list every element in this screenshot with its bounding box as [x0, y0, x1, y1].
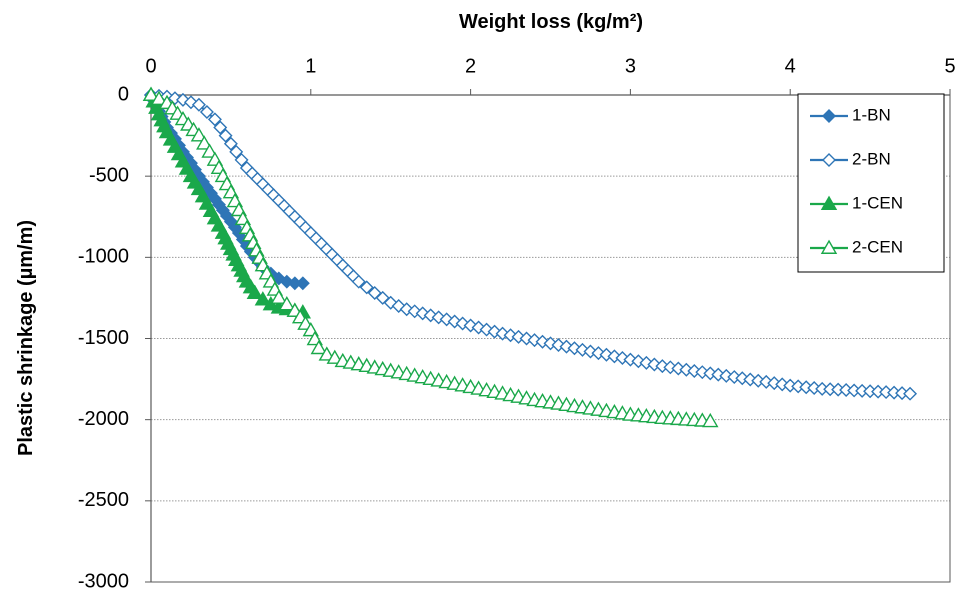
point-2-BN-10 — [218, 128, 233, 143]
legend-label-2-CEN: 2-CEN — [852, 237, 903, 256]
y-tick-label-2: -1000 — [78, 246, 129, 268]
point-2-BN-104 — [903, 386, 918, 401]
x-tick-label-4: 4 — [785, 55, 796, 77]
series-2-BN — [144, 88, 918, 401]
point-2-BN-11 — [223, 136, 238, 151]
legend-marker-1-CEN — [820, 195, 838, 210]
y-tick-label-0: 0 — [118, 83, 129, 105]
point-2-BN-13 — [234, 152, 249, 167]
point-2-BN-36 — [359, 280, 374, 295]
point-1-CEN-31 — [246, 284, 264, 299]
legend: 1-BN 2-BN 1-CEN 2-CEN — [797, 93, 945, 273]
x-axis-title: Weight loss (kg/m²) — [459, 11, 643, 33]
series-2-CEN — [142, 86, 719, 428]
legend-marker-2-CEN — [820, 239, 838, 254]
x-tick-label-1: 1 — [305, 55, 316, 77]
point-1-BN-35 — [295, 276, 310, 291]
point-2-BN-35 — [351, 274, 366, 289]
point-2-CEN-0 — [142, 86, 160, 101]
legend-label-2-BN: 2-BN — [852, 149, 891, 168]
y-tick-label-5: -2500 — [78, 489, 129, 511]
point-2-BN-7 — [199, 105, 214, 120]
x-tick-label-2: 2 — [465, 55, 476, 77]
x-tick-label-3: 3 — [625, 55, 636, 77]
point-2-BN-9 — [213, 120, 228, 135]
point-2-BN-8 — [207, 112, 222, 127]
point-2-CEN-1 — [150, 90, 168, 106]
legend-label-1-CEN: 1-CEN — [852, 193, 903, 212]
x-tick-label-0: 0 — [145, 55, 156, 77]
legend-marker-2-BN — [822, 153, 836, 167]
point-2-CEN-37 — [326, 349, 343, 364]
point-2-CEN-29 — [278, 295, 296, 311]
point-2-CEN-35 — [310, 339, 327, 355]
series-line-2-BN — [150, 93, 911, 395]
y-tick-label-6: -3000 — [78, 570, 129, 592]
y-tick-label-4: -2000 — [78, 408, 129, 430]
series-layer — [142, 86, 918, 428]
point-2-CEN-84 — [702, 412, 719, 428]
point-2-CEN-9 — [196, 135, 213, 150]
legend-label-1-BN: 1-BN — [852, 105, 891, 124]
point-2-CEN-8 — [190, 127, 208, 142]
x-tick-label-5: 5 — [944, 55, 955, 77]
point-2-CEN-10 — [201, 143, 218, 158]
legend-box — [797, 93, 945, 273]
point-1-CEN-32 — [254, 291, 272, 306]
y-tick-label-1: -500 — [89, 164, 129, 186]
point-2-CEN-28 — [270, 289, 288, 304]
legend-marker-1-BN — [822, 109, 836, 123]
point-2-BN-6 — [191, 97, 206, 112]
y-axis-title: Plastic shrinkage (µm/m) — [15, 220, 37, 456]
y-tick-label-3: -1500 — [78, 327, 129, 349]
point-2-BN-12 — [229, 144, 244, 159]
point-2-CEN-36 — [318, 346, 335, 361]
